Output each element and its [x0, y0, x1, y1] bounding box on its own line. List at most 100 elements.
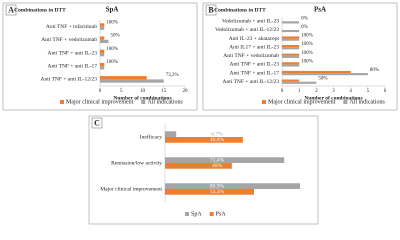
- ratio-label: 73,3%: [166, 73, 179, 78]
- legend-swatch: [141, 100, 146, 104]
- category-label: Vedolizumab + anti IL-12/23: [215, 27, 279, 33]
- category-label: Anti TNF + vedolizumab: [223, 53, 279, 59]
- x-tick-label: 5: [120, 89, 123, 94]
- bar: [165, 131, 177, 137]
- bar: [282, 55, 300, 58]
- category-label: Anti TNF + anti IL-23: [230, 62, 280, 68]
- ratio-label: 50%: [318, 77, 327, 82]
- bar: [282, 62, 300, 65]
- bar: [282, 36, 300, 39]
- category-label: Anti TNF + anti IL-23: [48, 50, 98, 56]
- bar: [100, 79, 164, 83]
- bar: [282, 21, 300, 24]
- ratio-label: 100%: [301, 42, 313, 47]
- value-label: 40%: [212, 163, 223, 169]
- x-tick-label: 3: [332, 89, 335, 94]
- category-label: Anti TNF + tofacitinub: [46, 23, 97, 30]
- panel-letter: C: [94, 118, 100, 127]
- x-axis-label: Number of combinations: [113, 95, 171, 101]
- bar: [100, 23, 105, 27]
- category-label: Remission/low activity: [111, 160, 162, 166]
- category-label: Anti TNF + anti IL-12/23: [223, 79, 280, 85]
- x-tick-label: 15: [161, 89, 167, 94]
- legend-swatch: [343, 100, 348, 104]
- x-tick-label: 4: [349, 89, 352, 94]
- y-axis-label: Combinations in DTT: [214, 7, 266, 13]
- bar: [100, 76, 147, 80]
- bar: [282, 81, 317, 84]
- bar: [100, 36, 105, 40]
- panel-letter: B: [208, 5, 214, 14]
- legend-label: All indications: [349, 99, 385, 105]
- bar: [165, 137, 243, 143]
- value-label: 53,3%: [210, 189, 225, 195]
- bar: [100, 49, 105, 53]
- bar: [165, 183, 301, 189]
- category-label: Inefficacy: [140, 133, 162, 140]
- value-label: 46,6%: [210, 137, 225, 143]
- bar: [282, 45, 300, 48]
- bar: [282, 29, 300, 33]
- x-tick-label: 6: [384, 89, 387, 94]
- category-label: Anti IL17 + anti IL-23: [229, 44, 279, 50]
- legend-label: All indications: [147, 99, 183, 105]
- panel-frame: [88, 115, 319, 225]
- panel-letter-box: [91, 117, 103, 129]
- legend-label: PsA: [216, 211, 227, 217]
- ratio-label: 100%: [301, 51, 313, 56]
- value-label: 6,7%: [211, 131, 223, 137]
- bar: [282, 53, 300, 56]
- x-tick-label: 1: [298, 89, 301, 94]
- bar: [282, 73, 368, 76]
- ratio-label: 50%: [111, 34, 120, 39]
- category-label: Anti IL-23 + abatacept: [229, 36, 280, 42]
- value-label: 71,4%: [210, 157, 225, 163]
- bar: [165, 189, 255, 195]
- panel-frame: [2, 2, 198, 111]
- ratio-label: 100%: [106, 60, 118, 65]
- ratio-label: 100%: [301, 34, 313, 39]
- y-axis-label: Combinations in DTT: [14, 7, 66, 13]
- legend-label: Major clinical improvement: [268, 99, 336, 105]
- bar: [282, 79, 300, 82]
- bar: [165, 163, 232, 169]
- bar: [100, 53, 105, 57]
- legend-swatch: [209, 212, 214, 216]
- bar: [100, 66, 105, 70]
- bar: [100, 26, 105, 30]
- x-tick-label: 0: [281, 89, 284, 94]
- bar: [100, 62, 105, 67]
- category-label: Anti TNF + anti IL-12/23: [41, 77, 98, 83]
- panel-letter: A: [8, 5, 14, 14]
- ratio-label: 100%: [301, 59, 313, 64]
- x-tick-label: 0: [99, 89, 102, 94]
- x-tick-label: 5: [367, 89, 370, 94]
- legend-swatch: [185, 212, 189, 216]
- category-label: Anti TNF + anti IL-17: [48, 63, 98, 69]
- legend-label: Major clinical improvement: [66, 99, 134, 105]
- x-tick-label: 20: [183, 89, 189, 94]
- category-label: Anti TNF + anti IL-17: [230, 70, 280, 76]
- x-axis-label: Number of combinations: [304, 95, 362, 101]
- category-label: Vedolizumab + anti IL-23: [222, 19, 279, 25]
- chart-title: PsA: [314, 6, 326, 14]
- x-tick-label: 10: [140, 89, 146, 94]
- panel-letter-box: [205, 4, 217, 16]
- value-label: 80,9%: [210, 183, 225, 189]
- ratio-label: 0%: [301, 16, 308, 21]
- panel-frame: [202, 2, 398, 111]
- ratio-label: 100%: [106, 47, 118, 52]
- legend-swatch: [60, 100, 64, 104]
- x-tick-label: 2: [315, 89, 318, 94]
- bar: [282, 38, 300, 41]
- ratio-label: 0%: [301, 25, 308, 30]
- legend-swatch: [262, 100, 266, 104]
- bar: [282, 70, 351, 74]
- legend-label: SpA: [191, 211, 202, 217]
- ratio-label: 80%: [370, 68, 379, 73]
- bar: [165, 157, 285, 163]
- category-label: Major clinical improvement: [100, 186, 162, 192]
- bar: [100, 39, 109, 44]
- bar: [282, 64, 300, 67]
